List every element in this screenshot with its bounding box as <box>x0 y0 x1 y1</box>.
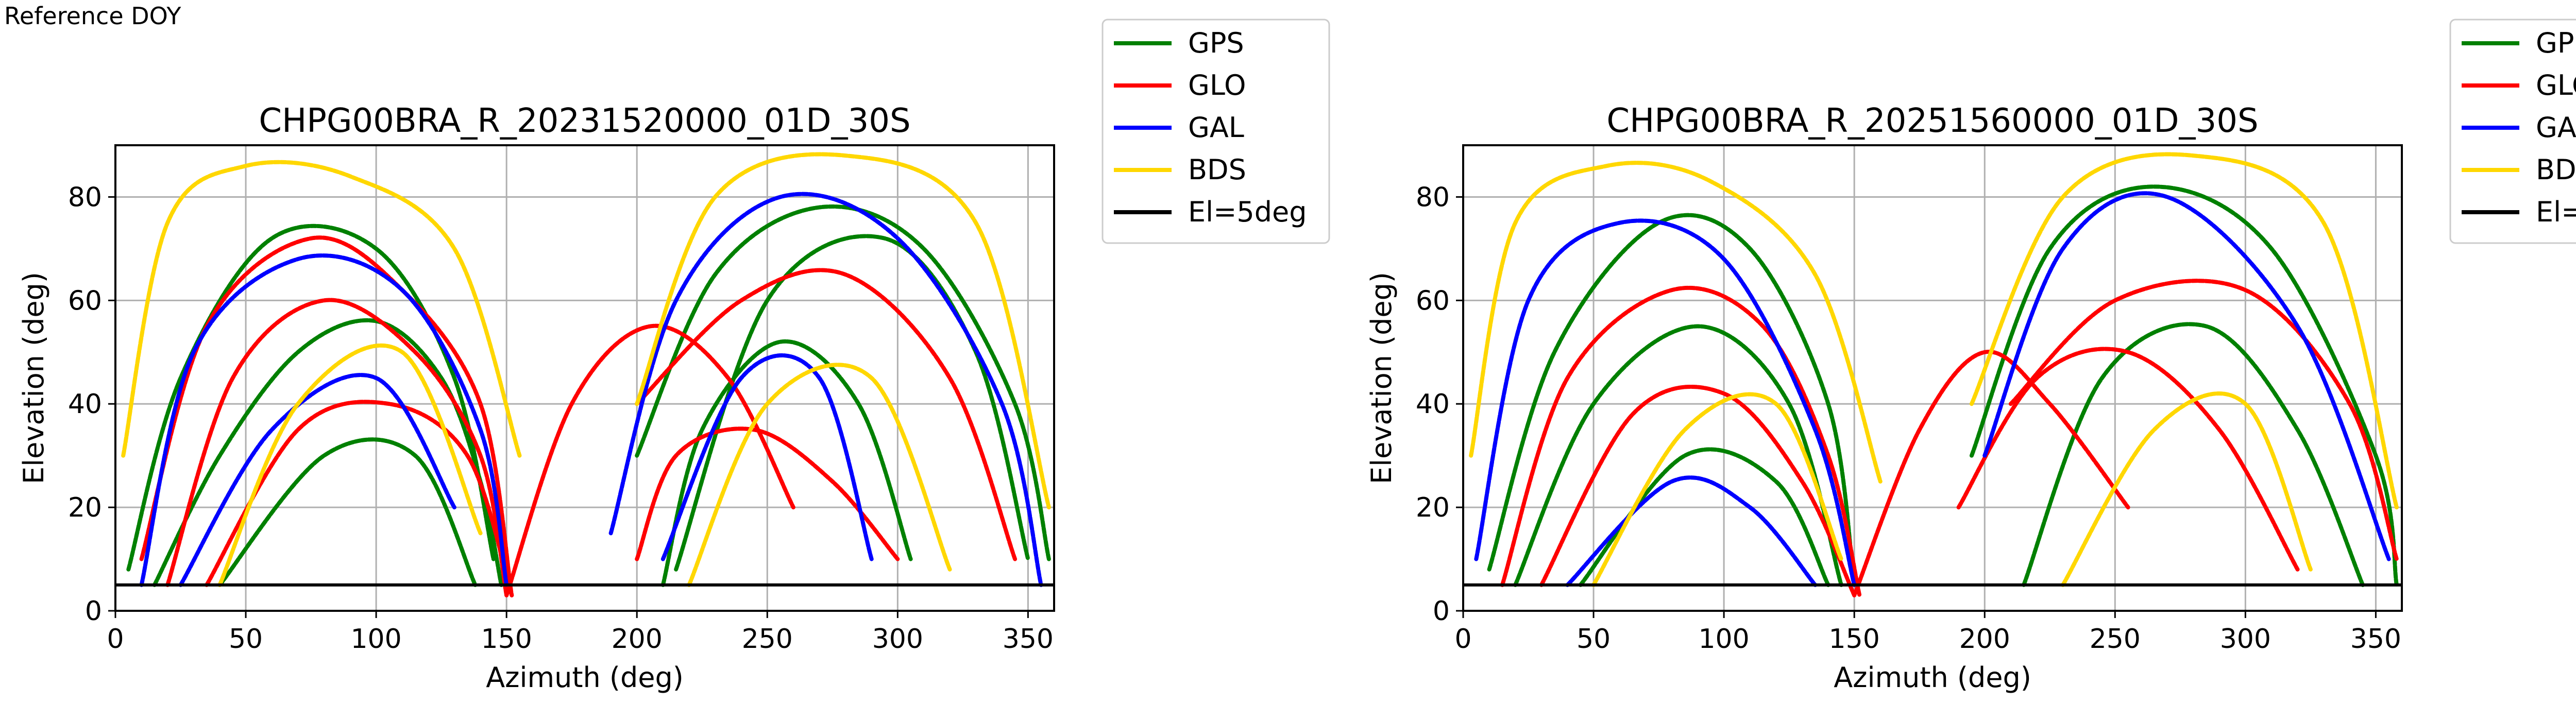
satellite-track-glo <box>635 426 900 561</box>
x-tick-label: 250 <box>2090 624 2141 655</box>
x-tick-label: 250 <box>742 624 793 655</box>
satellite-track-glo <box>1852 349 2130 597</box>
y-tick-label: 80 <box>1416 182 1450 213</box>
y-tick-label: 0 <box>1433 596 1450 627</box>
satellite-track-bds <box>1469 161 1883 484</box>
y-tick-label: 40 <box>68 389 102 420</box>
satellite-track-glo <box>2008 279 2399 561</box>
x-tick-label: 350 <box>1003 624 1054 655</box>
satellite-track-glo <box>165 298 509 597</box>
satellite-track-gal <box>1565 475 1818 587</box>
y-axis-label: Elevation (deg) <box>1365 272 1398 484</box>
satellite-track-glo <box>139 235 514 597</box>
satellite-track-bds <box>1591 392 1843 587</box>
plot-area <box>1463 152 2402 597</box>
x-tick-label: 300 <box>2220 624 2271 655</box>
y-tick-label: 20 <box>68 492 102 523</box>
x-tick-label: 50 <box>1577 624 1611 655</box>
satellite-track-gps <box>1513 324 1843 587</box>
x-tick-label: 150 <box>1829 624 1880 655</box>
satellite-track-gps <box>1578 447 1831 587</box>
chart-panel-2: 0 50 100 150 200 250 300 350 0 20 40 60 80 CHPG00BRA_… <box>1365 19 2576 694</box>
satellite-track-gps <box>635 204 1051 561</box>
y-tick-label: 0 <box>85 596 102 627</box>
y-tick-label: 80 <box>68 182 102 213</box>
axes-frame <box>1462 144 2403 612</box>
x-tick-label: 200 <box>612 624 663 655</box>
y-tick-label: 60 <box>68 285 102 316</box>
legend: GPS GLO GAL BDS El=5deg <box>2449 19 2576 244</box>
x-tick-label: 0 <box>1454 624 1471 655</box>
satellite-track-bds <box>2061 391 2313 587</box>
satellite-track-bds <box>687 363 952 587</box>
x-tick-label: 100 <box>350 624 401 655</box>
satellite-track-gps <box>126 224 496 572</box>
x-tick-label: 50 <box>229 624 263 655</box>
satellite-track-gps <box>1969 184 2399 587</box>
legend-label: El=5deg <box>1188 196 1307 228</box>
satellite-track-gal <box>1982 191 2391 561</box>
y-tick-label: 40 <box>1416 389 1450 420</box>
satellite-track-gps <box>217 437 478 587</box>
x-axis-label: Azimuth (deg) <box>1834 661 2031 694</box>
chart-panel-1: 0 50 100 150 200 250 300 350 0 20 40 60 80 CHPG00BRA_… <box>18 19 1330 694</box>
satellite-track-bds <box>635 152 1051 510</box>
satellite-track-bds <box>1969 152 2399 510</box>
satellite-track-gps <box>2022 322 2365 587</box>
legend-label: GLO <box>2536 69 2576 101</box>
x-tick-label: 300 <box>872 624 923 655</box>
legend-label: GAL <box>2536 111 2576 144</box>
legend-label: BDS <box>2536 153 2576 186</box>
reference-doy-label: Reference DOY <box>4 2 181 30</box>
x-tick-label: 350 <box>2350 624 2401 655</box>
chart-title: CHPG00BRA_R_20231520000_01D_30S <box>259 102 910 140</box>
satellite-track-glo <box>1956 347 2300 572</box>
x-tick-label: 200 <box>1959 624 2010 655</box>
x-tick-label: 0 <box>107 624 124 655</box>
legend-label: GPS <box>1188 27 1244 59</box>
y-tick-label: 20 <box>1416 492 1450 523</box>
legend-label: GAL <box>1188 111 1244 144</box>
chart-title: CHPG00BRA_R_20251560000_01D_30S <box>1606 102 2258 140</box>
satellite-track-glo <box>1500 285 1862 597</box>
legend: GPS GLO GAL BDS El=5deg <box>1101 19 1330 244</box>
x-tick-label: 150 <box>481 624 532 655</box>
satellite-track-gal <box>660 353 874 561</box>
legend-box <box>2449 19 2576 244</box>
satellite-track-gal <box>178 373 456 587</box>
satellite-track-bds <box>217 344 483 587</box>
plot-area <box>115 152 1054 597</box>
satellite-track-gps <box>1487 213 1857 587</box>
satellite-track-gps <box>660 339 913 587</box>
satellite-track-gps <box>674 234 1030 572</box>
satellite-track-gal <box>608 192 1043 587</box>
y-tick-label: 60 <box>1416 285 1450 316</box>
y-axis-label: Elevation (deg) <box>18 272 50 484</box>
legend-label: BDS <box>1188 153 1246 186</box>
legend-label: El=5deg <box>2536 196 2576 228</box>
legend-box <box>1101 19 1330 244</box>
legend-label: GPS <box>2536 27 2576 59</box>
axes-frame <box>114 144 1055 612</box>
legend-label: GLO <box>1188 69 1246 101</box>
satellite-track-glo <box>504 323 795 597</box>
x-axis-label: Azimuth (deg) <box>486 661 684 694</box>
satellite-track-gal <box>1474 218 1857 587</box>
satellite-track-glo <box>1539 385 1857 597</box>
satellite-track-bds <box>121 160 522 458</box>
x-tick-label: 100 <box>1698 624 1749 655</box>
satellite-track-gal <box>139 253 509 587</box>
satellite-track-glo <box>635 268 1018 561</box>
